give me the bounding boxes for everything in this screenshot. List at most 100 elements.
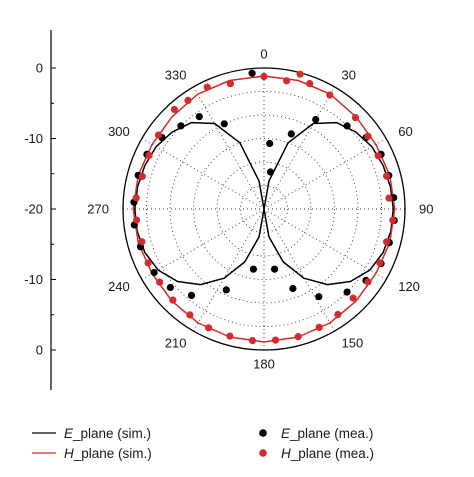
- series-point-e-plane-mea: [289, 284, 297, 293]
- polar-grid: [122, 67, 406, 351]
- radial-tick-label: 0: [36, 343, 43, 358]
- series-point-e-plane-mea: [312, 115, 320, 124]
- series-point-h-plane-mea: [374, 152, 382, 160]
- grid-ring: [216, 161, 312, 257]
- grid-spoke: [263, 86, 335, 210]
- series-point-h-plane-mea: [364, 278, 372, 286]
- series-point-h-plane-mea: [144, 259, 152, 267]
- series-line-h-plane-sim: [132, 75, 396, 343]
- angle-tick-label: 30: [342, 67, 356, 82]
- angle-tick-labels: 0 30 60 90 120 150 180 210 240 270 300 330: [87, 47, 433, 372]
- series-point-h-plane-mea: [226, 80, 234, 88]
- grid-ring: [146, 91, 382, 327]
- series-line-e-plane-sim: [134, 121, 395, 286]
- series-point-h-plane-mea: [326, 91, 334, 99]
- radial-tick-label: 0: [36, 61, 43, 76]
- series-point-h-plane-mea: [184, 96, 192, 104]
- legend-marker-e-mea: [259, 429, 267, 437]
- series-point-h-plane-mea: [306, 80, 314, 88]
- series-point-e-plane-mea: [271, 265, 279, 273]
- grid-ring: [193, 138, 335, 280]
- legend-item-e-mea: E_plane (mea.): [259, 426, 373, 441]
- series-point-h-plane-mea: [389, 216, 397, 224]
- angle-tick-label: 0: [260, 47, 267, 62]
- series-point-h-plane-mea: [294, 333, 302, 341]
- grid-spoke: [263, 138, 387, 210]
- legend: E_plane (sim.) H_plane (sim.) E_plane (m…: [32, 426, 374, 461]
- series-point-h-plane-mea: [169, 296, 177, 304]
- angle-tick-label: 330: [165, 67, 187, 82]
- series-point-e-plane-mea: [343, 122, 351, 130]
- series-point-h-plane-mea: [248, 337, 257, 345]
- series-point-h-plane-mea: [138, 238, 146, 246]
- outer-circle: [122, 67, 406, 351]
- legend-label-h-mea: H_plane (mea.): [281, 446, 374, 461]
- series-point-e-plane-mea: [266, 139, 274, 148]
- series-point-e-plane-mea: [248, 69, 256, 77]
- angle-tick-label: 180: [253, 357, 275, 372]
- legend-marker-h-mea: [259, 449, 267, 457]
- series-point-h-plane-mea: [296, 70, 304, 78]
- angle-tick-label: 300: [108, 124, 130, 139]
- series-point-h-plane-mea: [154, 131, 163, 139]
- series-point-h-plane-mea: [145, 151, 153, 159]
- series-point-h-plane-mea: [376, 259, 384, 267]
- angle-tick-label: 240: [108, 279, 130, 294]
- series-point-h-plane-mea: [351, 114, 359, 122]
- series-point-e-plane-mea: [220, 120, 228, 128]
- angle-tick-label: 210: [165, 336, 187, 351]
- series-point-h-plane-mea: [132, 194, 140, 202]
- series-point-e-plane-mea: [287, 130, 295, 138]
- series-point-e-plane-mea: [343, 288, 351, 296]
- angle-tick-label: 90: [419, 202, 433, 217]
- grid-spoke: [193, 86, 265, 210]
- series-point-e-plane-mea: [150, 268, 158, 277]
- measured-markers: [130, 69, 398, 345]
- series-point-h-plane-mea: [383, 172, 391, 180]
- legend-item-e-sim: E_plane (sim.): [32, 426, 151, 441]
- radial-tick-label: -20: [24, 202, 43, 217]
- radial-tick-label: -10: [24, 272, 43, 287]
- series-point-h-plane-mea: [283, 77, 291, 85]
- series-point-e-plane-mea: [187, 291, 196, 299]
- series-point-e-plane-mea: [177, 122, 185, 130]
- series-point-h-plane-mea: [203, 83, 211, 91]
- grid-ring: [169, 114, 359, 304]
- series-point-e-plane-mea: [266, 168, 275, 176]
- series-point-h-plane-mea: [349, 294, 357, 302]
- radial-tick-label: -10: [24, 131, 43, 146]
- series-point-h-plane-mea: [156, 278, 164, 286]
- angle-tick-label: 60: [398, 124, 412, 139]
- grid-ring: [240, 185, 288, 233]
- angle-tick-label: 270: [87, 202, 109, 217]
- legend-item-h-mea: H_plane (mea.): [259, 446, 374, 461]
- series-point-h-plane-mea: [364, 132, 372, 140]
- series-point-h-plane-mea: [383, 238, 391, 246]
- series-point-h-plane-mea: [133, 216, 141, 224]
- series-point-h-plane-mea: [315, 323, 323, 331]
- series-point-h-plane-mea: [205, 324, 213, 332]
- series-point-h-plane-mea: [138, 172, 146, 180]
- series-point-e-plane-mea: [315, 293, 323, 301]
- series-point-h-plane-mea: [260, 72, 268, 81]
- simulated-curves: [132, 75, 396, 343]
- angle-tick-label: 150: [342, 336, 364, 351]
- series-point-h-plane-mea: [170, 105, 178, 114]
- grid-spoke: [141, 138, 265, 210]
- series-point-h-plane-mea: [385, 194, 393, 202]
- legend-label-h-sim: H_plane (sim.): [64, 446, 152, 461]
- legend-item-h-sim: H_plane (sim.): [32, 446, 152, 461]
- angle-tick-label: 120: [398, 279, 420, 294]
- series-point-e-plane-mea: [166, 283, 174, 292]
- series-point-h-plane-mea: [271, 336, 280, 344]
- radial-axis: 0 -10 -20 -10 0: [24, 30, 56, 390]
- series-point-e-plane-mea: [249, 265, 257, 273]
- series-point-e-plane-mea: [222, 286, 230, 294]
- series-point-h-plane-mea: [334, 310, 342, 319]
- legend-label-e-mea: E_plane (mea.): [281, 426, 373, 441]
- series-point-e-plane-mea: [195, 113, 203, 121]
- series-point-h-plane-mea: [186, 311, 194, 319]
- legend-label-e-sim: E_plane (sim.): [64, 426, 151, 441]
- series-point-h-plane-mea: [226, 332, 234, 340]
